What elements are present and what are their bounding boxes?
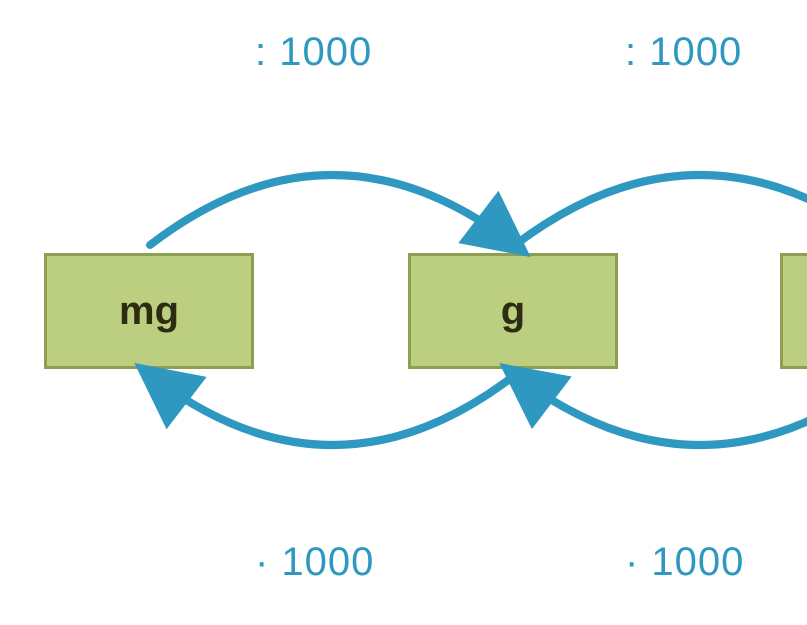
- arrow-mg-to-g: [120, 75, 545, 275]
- label-divide-1: : 1000: [255, 30, 372, 75]
- diagram-canvas: mg g : 1000 : 1000 · 1000 · 1000: [0, 0, 807, 625]
- node-mg: mg: [44, 253, 254, 369]
- label-divide-2: : 1000: [625, 30, 742, 75]
- label-multiply-1: · 1000: [255, 540, 374, 585]
- label-multiply-2: · 1000: [625, 540, 744, 585]
- node-mg-label: mg: [119, 289, 179, 334]
- node-kg: [780, 253, 807, 369]
- arrow-g-to-kg: [485, 75, 807, 275]
- arrow-kg-to-g: [485, 345, 807, 545]
- node-g-label: g: [501, 289, 525, 334]
- node-g: g: [408, 253, 618, 369]
- arrow-g-to-mg: [120, 345, 545, 545]
